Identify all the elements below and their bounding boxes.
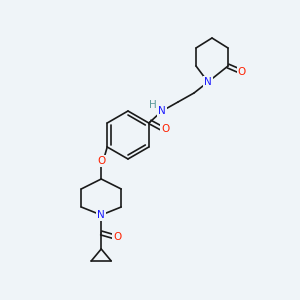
Text: O: O <box>97 156 105 166</box>
Text: N: N <box>158 106 166 116</box>
Text: N: N <box>204 77 212 87</box>
Text: O: O <box>113 232 121 242</box>
Text: O: O <box>161 124 169 134</box>
Text: N: N <box>97 210 105 220</box>
Text: O: O <box>238 67 246 77</box>
Text: H: H <box>149 100 157 110</box>
